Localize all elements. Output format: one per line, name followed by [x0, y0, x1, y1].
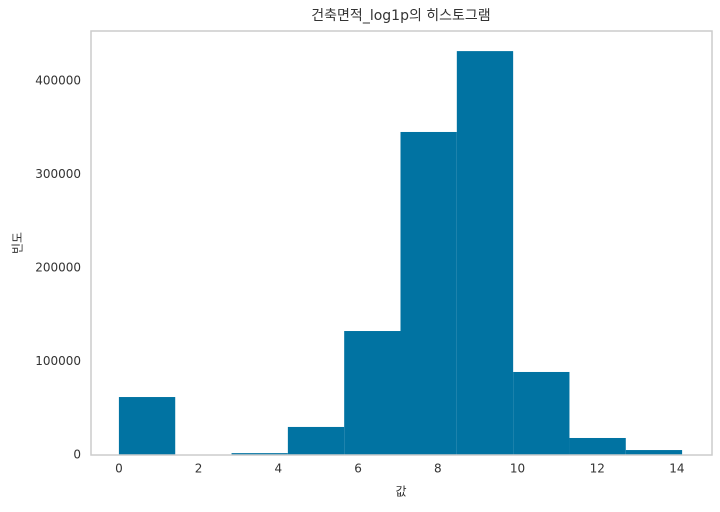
bar	[119, 397, 175, 455]
x-axis-label: 값	[395, 485, 406, 499]
y-tick-label: 300000	[35, 167, 81, 181]
bar	[569, 438, 625, 455]
y-tick-label: 200000	[35, 261, 81, 275]
bar	[344, 331, 400, 455]
y-tick-label: 400000	[35, 74, 81, 88]
bar	[513, 372, 569, 455]
chart-title: 건축면적_log1p의 히스토그램	[311, 8, 490, 24]
x-tick-label: 8	[434, 462, 442, 476]
y-axis-label: 빈도	[11, 232, 25, 254]
x-tick-label: 6	[354, 462, 362, 476]
x-tick-label: 4	[275, 462, 283, 476]
x-tick-label: 2	[195, 462, 203, 476]
x-tick-label: 10	[510, 462, 525, 476]
bar	[288, 427, 344, 455]
y-tick-label: 100000	[35, 354, 81, 368]
y-tick-label: 0	[73, 448, 81, 462]
bar	[401, 132, 457, 455]
x-tick-label: 0	[115, 462, 123, 476]
bar	[457, 51, 513, 455]
x-tick-label: 12	[590, 462, 605, 476]
x-tick-label: 14	[669, 462, 684, 476]
